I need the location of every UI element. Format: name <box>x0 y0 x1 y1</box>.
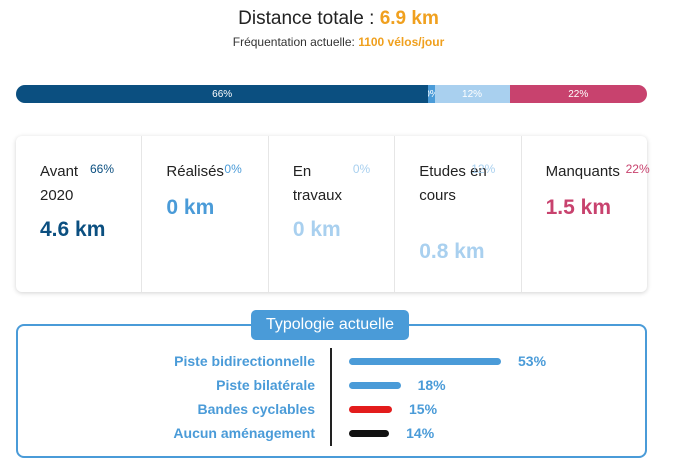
typology-label: Piste bilatérale <box>216 377 315 393</box>
card-distance: 0.8 km <box>419 240 485 263</box>
typology-axis <box>330 348 332 446</box>
card-distance: 1.5 km <box>545 196 612 219</box>
card-en-travaux: En travaux 0% 0 km <box>269 136 396 292</box>
card-percent: 22% <box>625 162 650 176</box>
typology-bar <box>349 382 401 389</box>
card-percent: 66% <box>90 162 115 176</box>
card-distance: 4.6 km <box>40 218 106 241</box>
card-etudes-en-cours: Etudes en cours 12% 0.8 km <box>395 136 522 292</box>
distance-value: 6.9 km <box>379 8 439 29</box>
card-percent: 0% <box>224 162 242 176</box>
card-label: En travaux <box>292 163 343 204</box>
typology-percent: 18% <box>417 377 446 393</box>
typology-percent: 15% <box>409 401 438 417</box>
frequentation-line: Fréquentation actuelle: 1100 vélos/jour <box>0 33 677 51</box>
header: Distance totale : 6.9 km Fréquentation a… <box>0 6 677 51</box>
typology-bar <box>349 358 501 365</box>
progress-segment: 66% <box>16 85 429 103</box>
typology-row: Bandes cyclables 15% <box>0 398 677 420</box>
frequentation-value: 1100 vélos/jour <box>358 35 445 49</box>
distance-title: Distance totale : 6.9 km <box>0 6 677 32</box>
typology-percent: 53% <box>518 353 547 369</box>
card-distance: 0 km <box>166 196 215 219</box>
progress-bar: 66%0%12%22% <box>16 85 647 103</box>
card-manquants: Manquants 22% 1.5 km <box>522 136 650 292</box>
typology-label: Bandes cyclables <box>197 401 315 417</box>
card-distance: 0 km <box>292 218 341 241</box>
progress-segment: 0% <box>428 85 435 103</box>
typology-row: Aucun aménagement 14% <box>0 422 677 444</box>
typology-bar <box>349 430 390 437</box>
status-cards: Avant 2020 66% 4.6 km Réalisés 0% 0 km E… <box>16 136 650 292</box>
typology-row: Piste bilatérale 18% <box>0 374 677 396</box>
card-percent: 0% <box>352 162 371 176</box>
card-avant-2020: Avant 2020 66% 4.6 km <box>16 136 143 292</box>
progress-segment: 12% <box>434 85 510 103</box>
typology-bar <box>349 406 393 413</box>
card-label: Réalisés <box>166 163 224 180</box>
typology-label: Aucun aménagement <box>173 425 315 441</box>
card-percent: 12% <box>471 162 496 176</box>
card-label: Avant 2020 <box>40 163 79 204</box>
typology-percent: 14% <box>406 425 435 441</box>
typology-label: Piste bidirectionnelle <box>174 353 315 369</box>
card-label: Etudes en cours <box>419 163 487 204</box>
distance-label: Distance totale : <box>238 8 375 29</box>
progress-segment: 22% <box>509 85 647 103</box>
frequentation-label: Fréquentation actuelle: <box>232 35 355 49</box>
typology-row: Piste bidirectionnelle 53% <box>0 350 677 372</box>
typology-title: Typologie actuelle <box>251 310 409 340</box>
card-label: Manquants <box>545 163 620 180</box>
card-realises: Réalisés 0% 0 km <box>142 136 269 292</box>
